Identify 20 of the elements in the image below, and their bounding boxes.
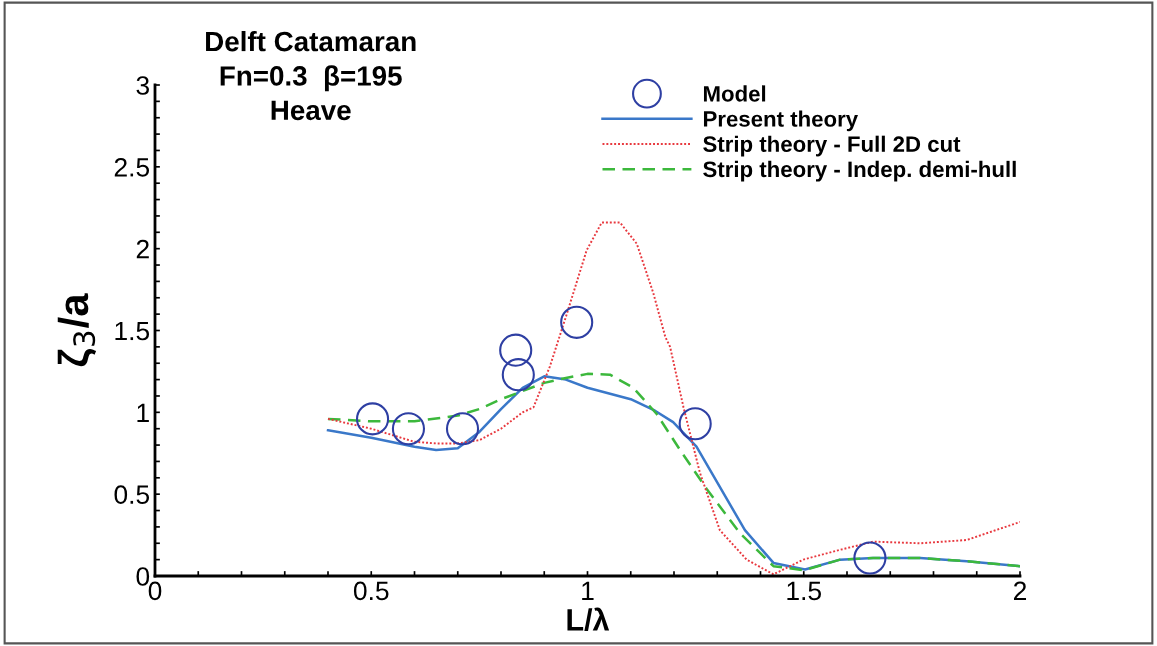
y-tick-label: 3 <box>136 76 149 95</box>
legend-label: Strip theory - Full 2D cut <box>703 135 961 157</box>
legend-label: Model <box>703 85 766 102</box>
legend-label: Strip theory - Indep. demi-hull <box>703 160 1016 182</box>
annotation: Heave <box>271 100 351 121</box>
y-axis-title: ζ$_{3}$/a <box>57 293 97 367</box>
y-tick-label: 2 <box>136 239 149 259</box>
chart-subtitle: Fn=0.3 β=195 <box>220 65 402 92</box>
y-tick-label: 1 <box>137 403 149 422</box>
y-tick-label: 2.5 <box>114 157 150 177</box>
x-axis-title: L/λ <box>567 607 610 631</box>
y-tick-label: 0.5 <box>114 485 150 504</box>
legend-label: Present theory <box>703 110 858 132</box>
x-tick-label: 1.5 <box>787 581 821 601</box>
y-tick-label: 1.5 <box>115 321 150 341</box>
chart-title: Delft Catamaran <box>206 30 416 52</box>
x-tick-label: 0.5 <box>353 581 389 601</box>
y-tick-label: 0 <box>136 567 150 586</box>
x-tick-label: 1 <box>582 581 594 600</box>
x-tick-label: 2 <box>1013 581 1027 600</box>
